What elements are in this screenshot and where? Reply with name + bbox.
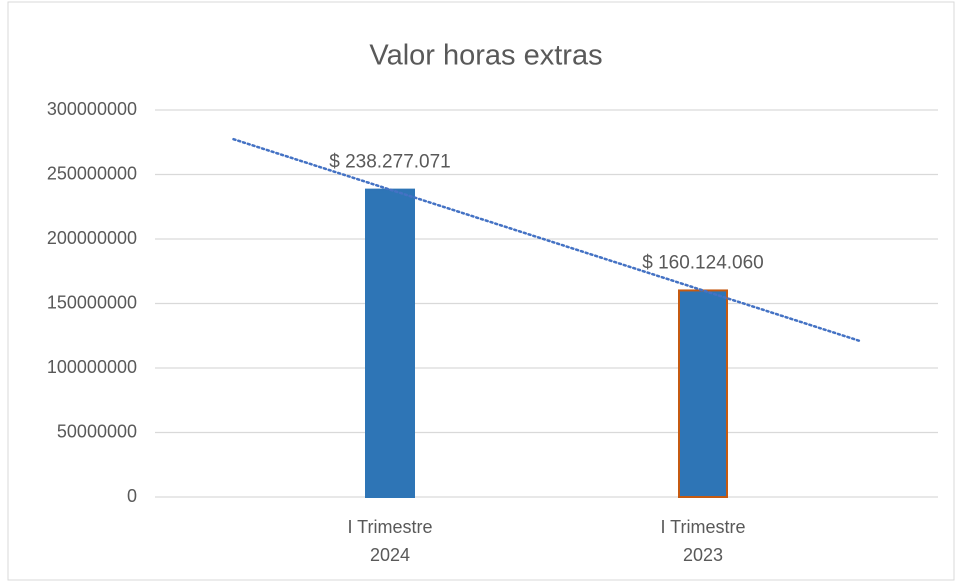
bar [365,188,415,498]
y-tick-label: 200000000 [47,228,137,248]
x-tick-label: I Trimestre 2024 [347,517,433,565]
chart-border [7,1,955,581]
bar [678,289,728,499]
data-label: $ 238.277.071 [329,152,451,173]
x-tick-label: I Trimestre 2023 [660,517,746,565]
y-tick-label: 250000000 [47,163,137,183]
y-tick-label: 150000000 [47,292,137,312]
y-tick-label: 50000000 [57,421,137,441]
chart-title: Valor horas extras [369,40,602,72]
data-label: $ 160.124.060 [642,252,764,273]
y-tick-label: 0 [127,486,137,506]
y-tick-label: 300000000 [47,99,137,119]
trendline [232,137,861,343]
y-tick-label: 100000000 [47,357,137,377]
